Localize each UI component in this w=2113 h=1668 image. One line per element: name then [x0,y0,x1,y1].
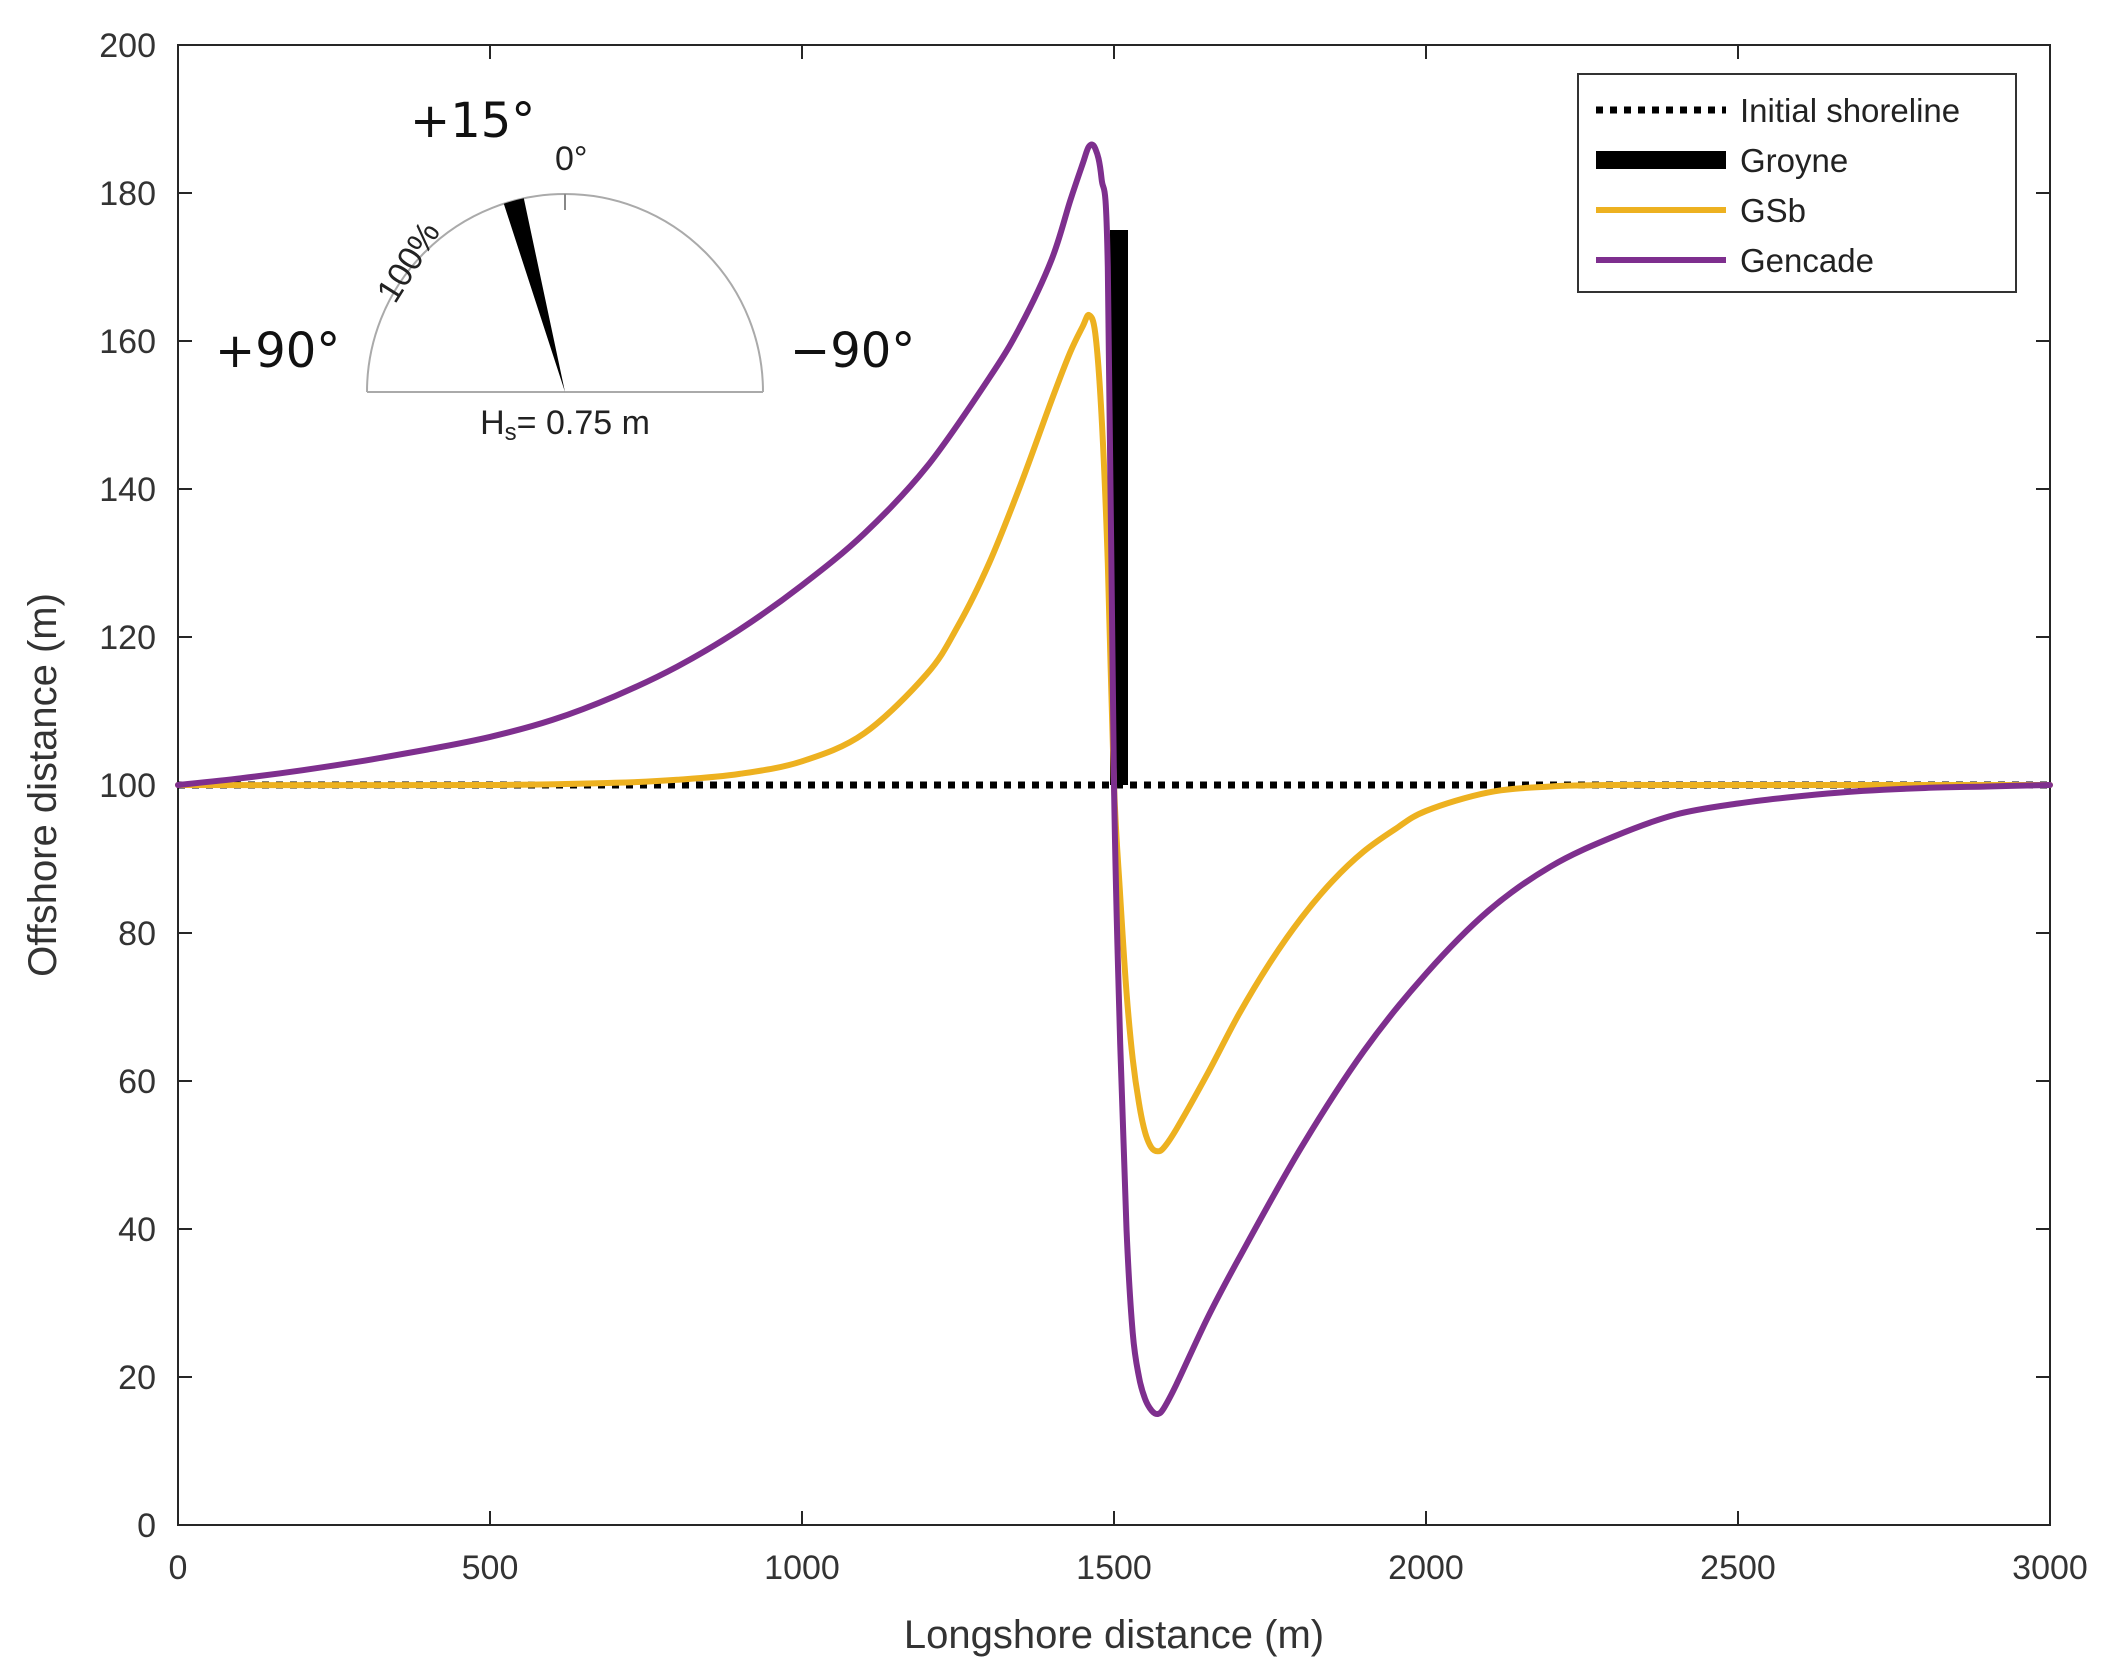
x-tick-label: 0 [169,1549,188,1587]
series-layer [175,141,2053,1418]
y-tick-label: 200 [99,27,156,65]
wave-direction-wedge [503,198,565,392]
legend-label-gsb: GSb [1740,192,1806,229]
y-tick-label: 60 [118,1063,156,1101]
y-tick-label: 20 [118,1359,156,1397]
x-tick-label: 2000 [1388,1549,1464,1587]
x-tick-label: 1000 [764,1549,840,1587]
x-tick-label: 3000 [2012,1549,2088,1587]
y-tick-label: 140 [99,471,156,509]
x-tick-label: 1500 [1076,1549,1152,1587]
legend: Initial shoreline Groyne GSb Gencade [1577,73,2017,293]
legend-label-groyne: Groyne [1740,142,1848,179]
y-tick-label: 0 [137,1507,156,1545]
y-tick-label: 180 [99,175,156,213]
legend-label-initial-shoreline: Initial shoreline [1740,92,1960,129]
series-gencade [175,141,2053,1418]
y-tick-label: 120 [99,619,156,657]
inset-label-plus-90: +90° [215,323,340,379]
y-tick-label: 80 [118,915,156,953]
inset-label-zero: 0° [555,140,588,178]
legend-label-gencade: Gencade [1740,242,1874,279]
y-tick-label: 160 [99,323,156,361]
x-tick-label: 500 [462,1549,519,1587]
inset-label-minus-90: −90° [790,323,915,379]
inset-label-wave-direction: +15° [410,93,535,149]
y-tick-label: 40 [118,1211,156,1249]
legend-box [1577,73,2017,293]
inset-hs-subscript: s [505,419,517,446]
x-tick-labels: 0 500 1000 1500 2000 2500 3000 [169,1549,2088,1587]
inset-label-wave-height: Hs= 0.75 m [480,404,650,446]
inset-hs-value: = 0.75 m [517,404,650,442]
y-axis-title: Offshore distance (m) [21,593,65,977]
y-tick-label: 100 [99,767,156,805]
legend-swatch-groyne [1596,151,1726,169]
x-axis-title: Longshore distance (m) [904,1613,1324,1657]
series-gsb [175,311,2053,1155]
y-tick-labels: 0 20 40 60 80 100 120 140 160 180 200 [99,27,156,1545]
x-tick-label: 2500 [1700,1549,1776,1587]
inset-hs-symbol: H [480,404,505,442]
wave-rose-inset: +90° −90° +15° 0° 100% Hs= 0.75 m [215,93,915,446]
